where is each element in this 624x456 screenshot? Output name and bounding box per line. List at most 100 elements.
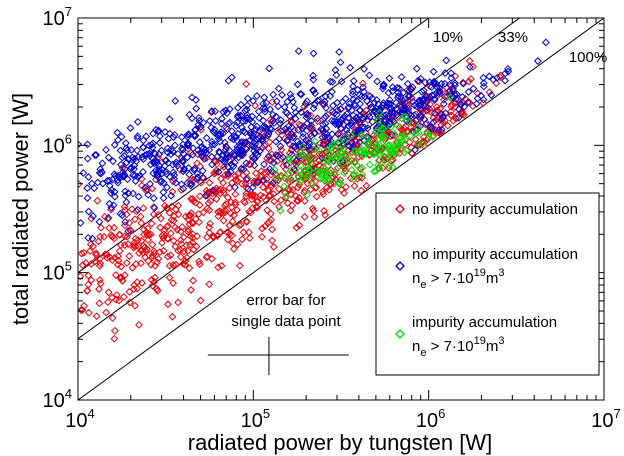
data-point	[118, 153, 127, 162]
data-point	[103, 176, 112, 185]
data-point	[430, 91, 438, 99]
data-point	[83, 194, 92, 202]
data-point	[373, 77, 382, 86]
data-point	[159, 234, 168, 242]
data-point	[457, 100, 466, 109]
data-point	[223, 193, 232, 202]
data-point	[137, 236, 146, 245]
data-point	[326, 77, 335, 86]
data-point	[128, 263, 137, 272]
data-point	[231, 151, 240, 160]
data-point	[392, 138, 400, 147]
data-point	[293, 196, 302, 205]
data-point	[146, 179, 154, 188]
data-point	[150, 249, 159, 258]
data-point	[420, 142, 429, 150]
data-point	[165, 129, 174, 138]
data-point	[158, 165, 167, 174]
data-point	[358, 170, 367, 179]
data-point	[363, 124, 372, 133]
data-point	[289, 97, 297, 106]
data-point	[268, 225, 277, 234]
data-point	[437, 110, 446, 119]
data-point	[395, 123, 404, 132]
data-point	[123, 232, 131, 241]
data-point	[185, 110, 194, 119]
data-point	[366, 100, 375, 109]
data-point	[78, 261, 87, 270]
data-point	[227, 198, 236, 207]
data-point	[368, 150, 377, 158]
data-point	[446, 107, 455, 116]
data-point	[114, 171, 122, 180]
data-point	[216, 207, 224, 216]
data-point	[84, 308, 93, 317]
data-point	[133, 146, 141, 155]
data-point	[281, 172, 290, 180]
data-point	[282, 128, 291, 136]
data-point	[404, 92, 413, 101]
data-point	[171, 260, 180, 269]
data-point	[95, 217, 104, 226]
data-point	[318, 150, 326, 159]
data-point	[104, 153, 113, 162]
data-point	[385, 141, 394, 150]
data-point	[214, 168, 223, 176]
data-point	[464, 77, 473, 86]
data-point	[252, 122, 261, 131]
data-point	[258, 135, 266, 144]
x-axis-label: radiated power by tungsten [W]	[188, 430, 493, 455]
data-point	[469, 84, 478, 93]
data-point	[153, 170, 162, 179]
data-point	[336, 136, 344, 145]
data-point	[379, 81, 388, 90]
plot-frame	[77, 17, 605, 401]
data-point	[533, 57, 542, 65]
data-point	[437, 115, 446, 124]
data-point	[281, 108, 290, 117]
data-point	[185, 264, 194, 272]
data-point	[259, 183, 267, 192]
data-point	[343, 129, 352, 138]
data-point	[177, 133, 186, 142]
data-point	[472, 99, 481, 108]
data-point	[354, 115, 363, 124]
data-point	[318, 133, 327, 142]
reference-line-labels: 10% 33% 100%	[433, 29, 607, 66]
data-point	[180, 166, 189, 174]
data-point	[422, 119, 431, 128]
data-point	[276, 173, 285, 182]
data-point	[143, 230, 152, 239]
data-point	[199, 208, 208, 217]
data-point	[136, 212, 145, 221]
data-point	[95, 254, 104, 263]
data-point	[255, 147, 264, 156]
data-point	[248, 153, 257, 162]
data-point	[398, 137, 407, 145]
data-point	[448, 100, 456, 109]
data-point	[432, 103, 441, 111]
data-point	[233, 206, 241, 214]
legend-box	[375, 192, 600, 376]
data-point	[158, 238, 166, 247]
data-point	[385, 74, 394, 83]
data-point	[92, 151, 101, 159]
data-point	[449, 85, 457, 93]
data-point	[375, 164, 384, 173]
data-point	[344, 103, 353, 111]
data-point	[207, 108, 216, 117]
data-point	[225, 105, 234, 114]
data-point	[188, 218, 196, 227]
data-point	[271, 179, 280, 188]
data-point	[205, 206, 214, 215]
data-point	[120, 152, 129, 160]
data-point	[137, 219, 146, 228]
data-point	[485, 88, 494, 97]
data-point	[119, 292, 128, 301]
data-point	[265, 165, 274, 173]
data-point	[246, 115, 254, 124]
data-point	[387, 104, 396, 113]
data-point	[87, 276, 96, 284]
data-point	[399, 88, 408, 97]
data-point	[82, 258, 90, 267]
